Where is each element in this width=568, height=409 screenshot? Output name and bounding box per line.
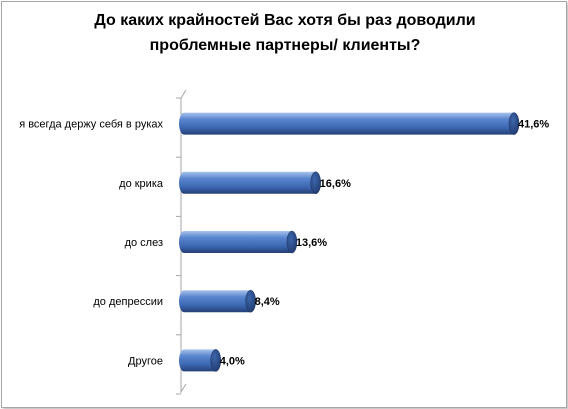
data-label: 8,4% xyxy=(255,296,280,308)
data-label: 13,6% xyxy=(296,237,327,249)
category-label: до слез xyxy=(125,237,163,249)
data-label: 41,6% xyxy=(518,119,549,131)
chart-title: До каких крайностей Вас хотя бы раз дово… xyxy=(40,8,530,58)
bar xyxy=(179,230,298,254)
category-label: до крика xyxy=(119,178,164,190)
category-label: я всегда держу себя в руках xyxy=(19,119,163,131)
bar xyxy=(179,349,221,372)
chart-title-line-1: До каких крайностей Вас хотя бы раз дово… xyxy=(94,12,476,29)
data-label: 16,6% xyxy=(320,178,351,190)
bar xyxy=(179,171,321,195)
category-label: до депрессии xyxy=(93,296,163,308)
bar xyxy=(179,112,520,135)
chart-title-line-2: проблемные партнеры/ клиенты? xyxy=(149,37,421,54)
bar xyxy=(179,289,256,313)
data-label: 4,0% xyxy=(220,355,245,367)
category-label: Другое xyxy=(128,355,163,367)
